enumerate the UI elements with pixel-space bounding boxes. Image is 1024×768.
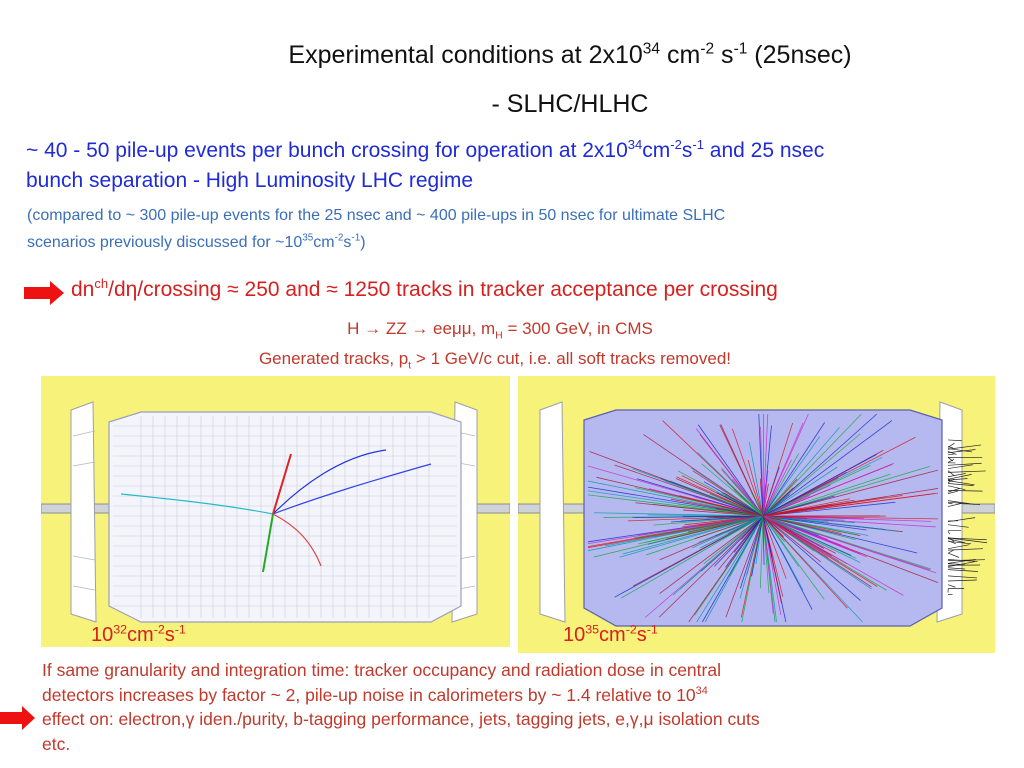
tracker-event-display-high <box>517 401 996 627</box>
low-lumi-label: 1032cm-2s-1 <box>91 622 186 646</box>
right-arrow-icon <box>0 706 35 730</box>
tracks-per-crossing: dnch/dη/crossing ≈ 250 and ≈ 1250 tracks… <box>71 276 778 301</box>
slide-title: Experimental conditions at 2x1034 cm-2 s… <box>288 40 852 69</box>
slide-subtitle: - SLHC/HLHC <box>491 90 649 118</box>
pileup-statement: ~ 40 - 50 pile-up events per bunch cross… <box>26 137 825 192</box>
event-display-low-lumi <box>40 376 511 647</box>
right-arrow-icon <box>24 281 64 305</box>
comparison-note: (compared to ~ 300 pile-up events for th… <box>27 207 726 251</box>
event-display-high-lumi <box>517 376 996 653</box>
high-lumi-label: 1035cm-2s-1 <box>563 622 658 646</box>
tracker-event-display-low <box>40 401 511 623</box>
process-label: H → ZZ → eeμμ, mH = 300 GeV, in CMS <box>347 319 653 342</box>
impact-summary: If same granularity and integration time… <box>42 660 760 754</box>
generated-tracks-note: Generated tracks, pt > 1 GeV/c cut, i.e.… <box>258 349 732 372</box>
